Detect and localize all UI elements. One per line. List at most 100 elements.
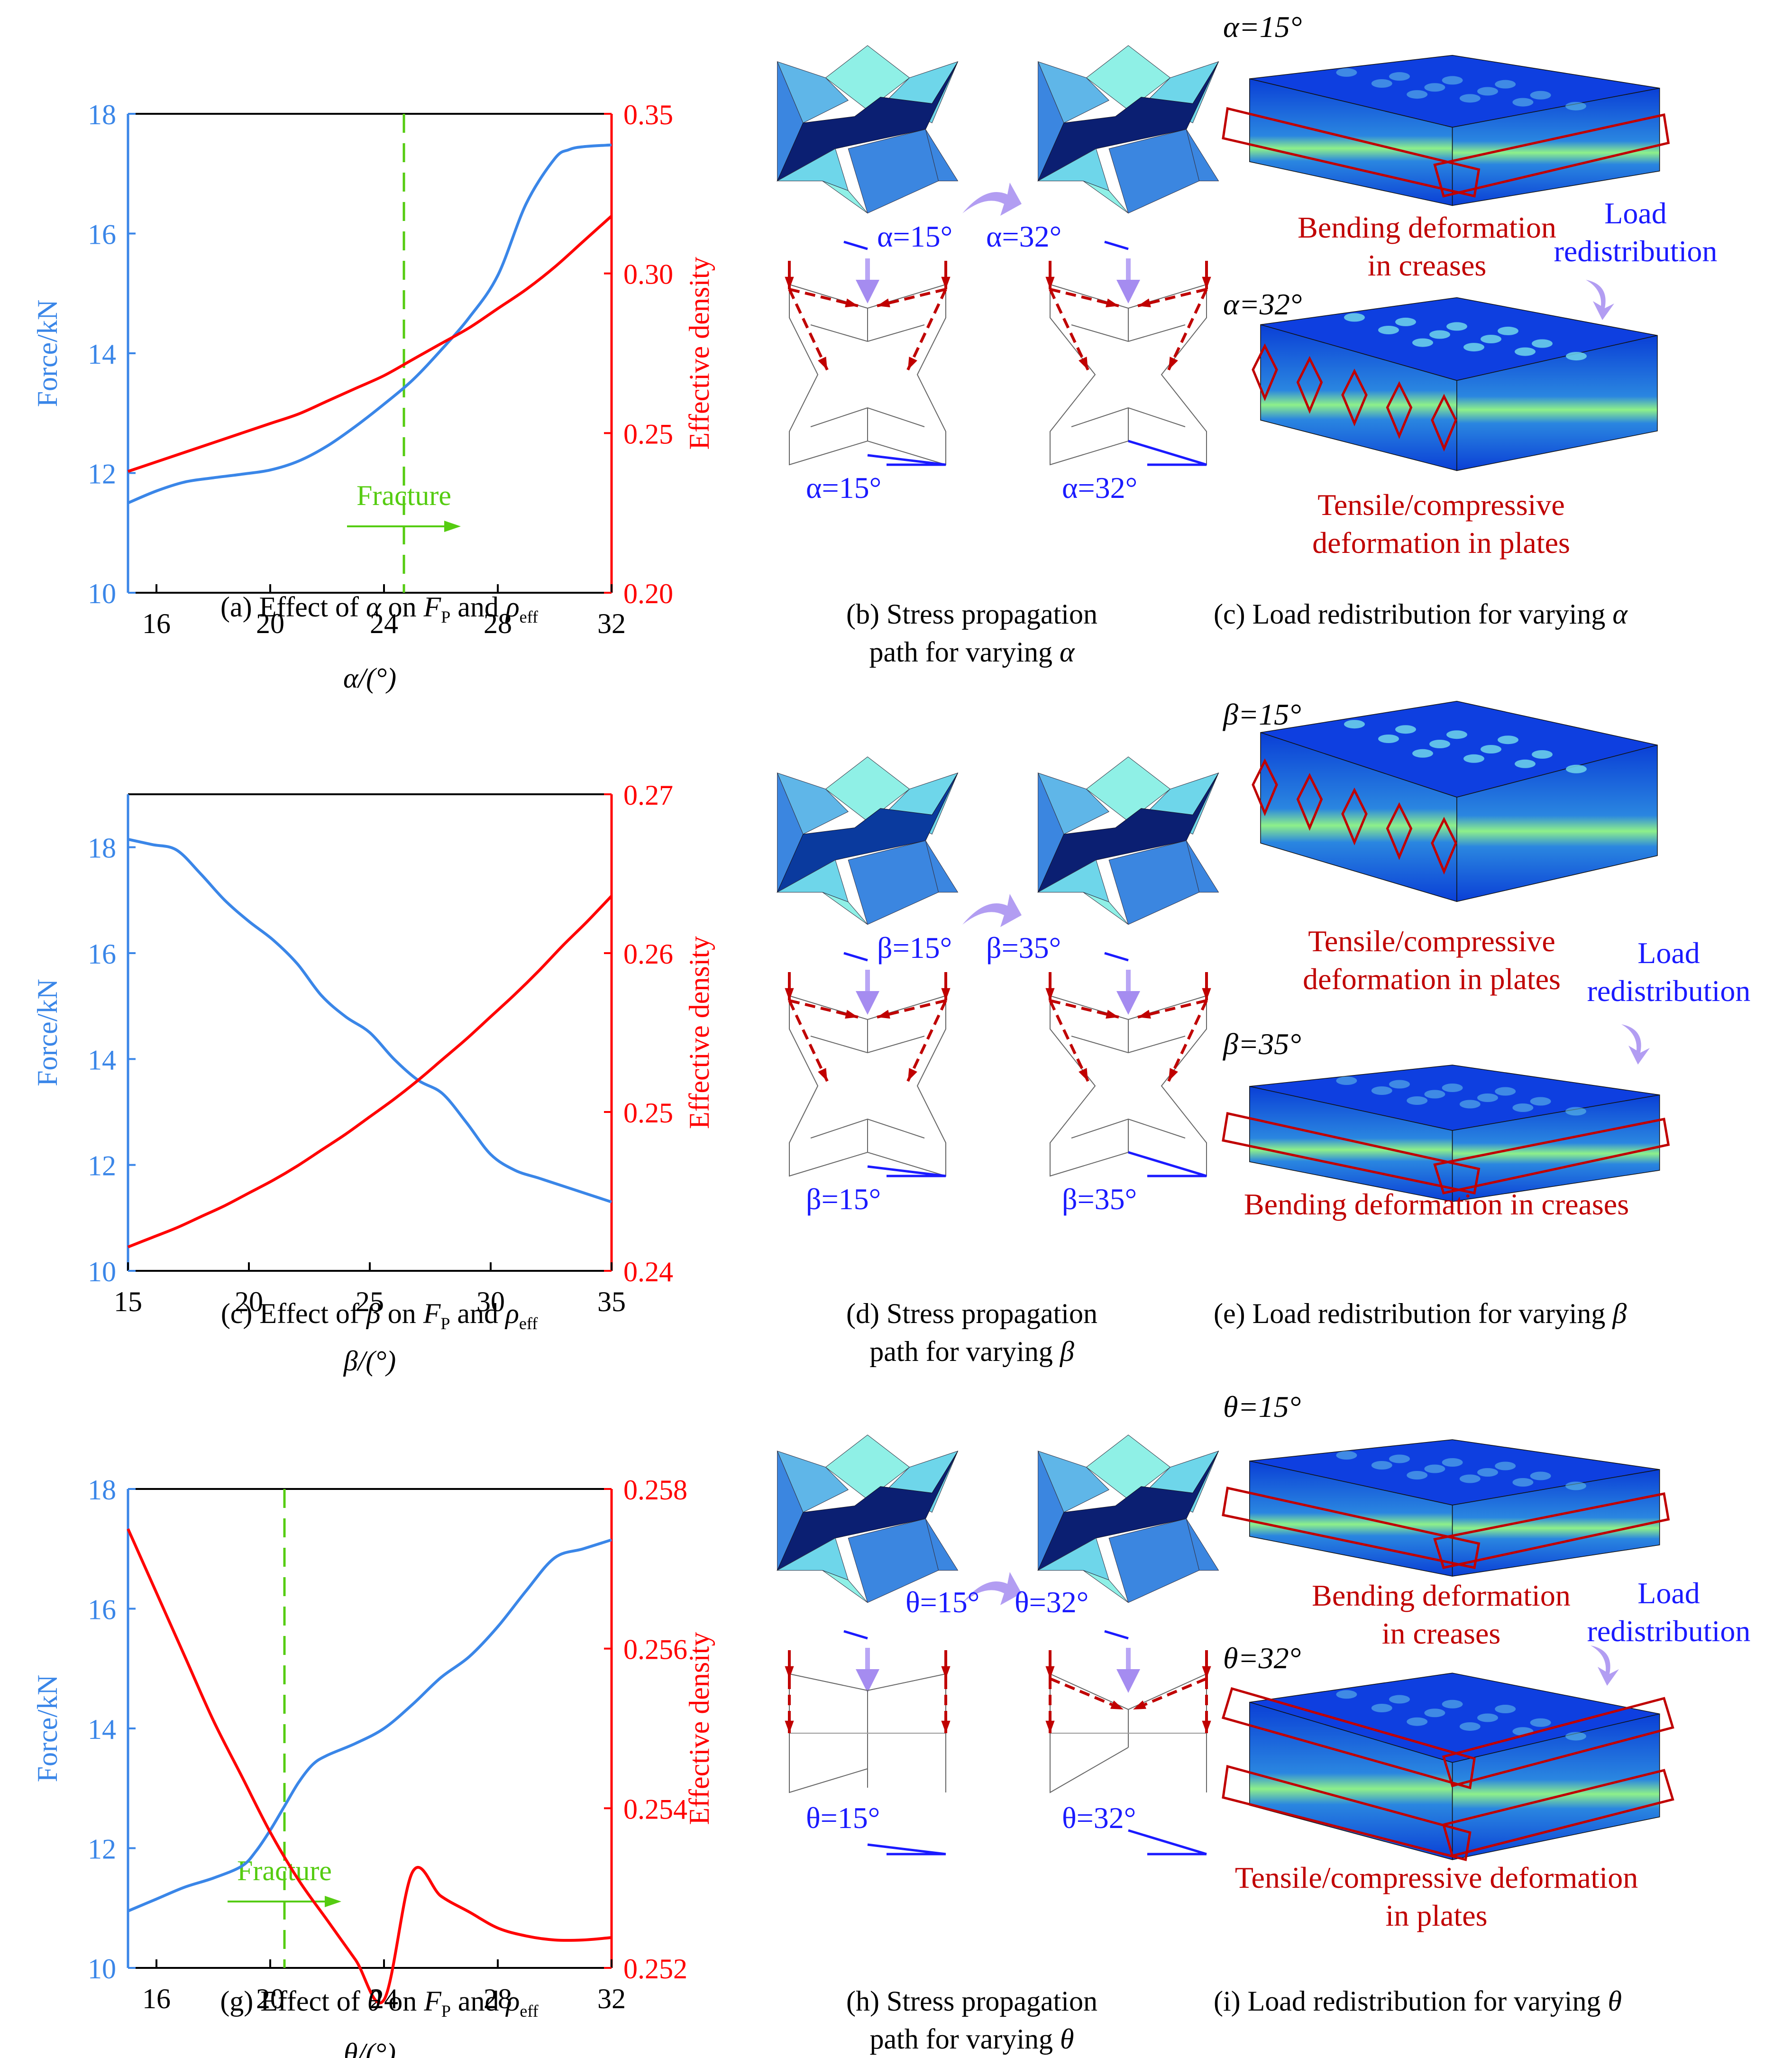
caption-c-F: F (423, 1298, 441, 1329)
y-right-tick-label: 0.254 (623, 1793, 687, 1825)
fe-stress-spot (1463, 343, 1484, 351)
y-left-tick-label: 12 (88, 1834, 116, 1865)
stress-path-arrow-head (877, 1010, 890, 1019)
y-right-tick-label: 0.256 (623, 1634, 687, 1665)
caption-e-var: β (1612, 1298, 1627, 1329)
fe-stress-spot (1498, 735, 1518, 744)
caption-c-and: and (450, 1298, 505, 1329)
series-force-line (128, 1540, 612, 1911)
stress-path-arrow-head (818, 1068, 827, 1081)
angle-label-right-bottom: α=32° (1062, 471, 1137, 505)
fe-stress-spot (1481, 335, 1501, 343)
caption-h: (h) Stress propagation path for varying … (782, 1982, 1161, 2058)
fe-stress-spot (1389, 1695, 1410, 1704)
stress-path-arrow-head (818, 357, 827, 370)
fe-panel-c: α=15° Bending deformation in creases Loa… (1209, 0, 1792, 593)
stress-path-arrow-head (1079, 1068, 1088, 1081)
angle-label-right-bottom: β=35° (1062, 1182, 1137, 1216)
caption-b-line2: path for varying α (782, 633, 1161, 671)
y-axis-right-label: Effective density (684, 257, 715, 450)
stress-path-arrow-head (908, 357, 917, 370)
fe-e-bottom-label: β=35° (1223, 1027, 1301, 1062)
fe-stress-spot (1371, 79, 1392, 88)
stress-path-arrow-head (1106, 1010, 1119, 1019)
caption-b: (b) Stress propagation path for varying … (782, 595, 1161, 671)
fe-stress-spot (1442, 76, 1463, 84)
fe-stress-spot (1407, 1718, 1427, 1726)
fe-stress-spot (1515, 760, 1536, 768)
fe-i-bottom-note-line1: Tensile/compressive deformation (1228, 1859, 1645, 1897)
fe-stress-spot (1532, 340, 1553, 348)
transition-arrow-icon (962, 183, 1022, 216)
caption-g-prefix: (g) Effect of (220, 1985, 367, 2017)
fe-stress-spot (1407, 1471, 1427, 1479)
fe-stress-spot (1412, 749, 1433, 758)
caption-g-F: F (424, 1985, 441, 2017)
fe-c-top-note: Bending deformation in creases (1280, 209, 1574, 285)
stress-path-arrow-head (1169, 357, 1178, 370)
x-axis-label: α/(°) (343, 662, 396, 694)
load-arrow-head (1045, 988, 1054, 1001)
fe-i-top-label: θ=15° (1223, 1389, 1301, 1424)
stress-path-arrow-head (1138, 1010, 1151, 1019)
angle-mark-line (1128, 1152, 1207, 1176)
angle-mark-line (1105, 953, 1128, 960)
diagram-group: θ=15°θ=32°θ=15°θ=32° (777, 1435, 1219, 1854)
fe-stress-spot (1424, 1465, 1445, 1473)
fe-stress-spot (1407, 1096, 1427, 1105)
fe-stress-spot (1460, 94, 1481, 102)
fe-stress-spot (1512, 1103, 1533, 1112)
caption-a-mid: on (381, 591, 424, 623)
fe-stress-spot (1532, 750, 1553, 759)
fe-stress-spot (1446, 322, 1467, 331)
caption-c: (c) Effect of β on FP and ρeff (119, 1295, 640, 1342)
fe-i-top-label-text: θ=15° (1223, 1390, 1301, 1424)
fe-stress-spot (1515, 348, 1536, 356)
caption-c-var: β (366, 1298, 381, 1329)
fe-stress-spot (1565, 1732, 1586, 1740)
fe-e-redistribution-line1: Load (1569, 934, 1768, 972)
stress-path-arrow-head (785, 1721, 794, 1733)
redistribution-arrow-icon (1617, 1020, 1655, 1067)
fe-stress-spot (1344, 313, 1365, 322)
angle-mark-line (844, 242, 868, 249)
fe-c-top-note-line1: Bending deformation (1280, 209, 1574, 247)
fe-stress-spot (1530, 1472, 1551, 1480)
fe-stress-spot (1512, 98, 1533, 107)
stress-path-arrow-head (1169, 1068, 1178, 1081)
caption-c-right-var: α (1612, 598, 1627, 630)
down-arrow-icon (856, 991, 879, 1015)
y-left-tick-label: 16 (88, 1594, 116, 1626)
fe-e-redistribution-note: Load redistribution (1569, 934, 1768, 1010)
fe-stress-spot (1389, 1455, 1410, 1463)
x-axis-label: β/(°) (343, 1345, 396, 1377)
fe-i-top-note-line1: Bending deformation (1294, 1577, 1588, 1615)
y-right-tick-label: 0.252 (623, 1953, 687, 1984)
fe-stress-spot (1463, 754, 1484, 763)
caption-g-var: θ (367, 1985, 381, 2017)
fe-c-top-note-line2: in creases (1280, 247, 1574, 285)
caption-d-line2-prefix: path for varying (869, 1336, 1060, 1367)
caption-d-var: β (1060, 1336, 1074, 1367)
fe-stress-spot (1344, 720, 1365, 728)
y-left-tick-label: 16 (88, 938, 116, 970)
fe-stress-spot (1429, 740, 1450, 748)
fe-stress-spot (1460, 1722, 1481, 1731)
fe-stress-spot (1565, 1107, 1586, 1116)
fe-stress-spot (1371, 1461, 1392, 1470)
caption-a-var: α (366, 591, 381, 623)
fe-stress-spot (1412, 339, 1433, 347)
fe-panel-i: θ=15° Bending deformation in creases Loa… (1209, 1375, 1792, 1992)
caption-c-right: (c) Load redistribution for varying α (1204, 595, 1792, 633)
caption-a-and: and (450, 591, 506, 623)
y-left-tick-label: 18 (88, 833, 116, 864)
fe-c-bottom-note: Tensile/compressive deformation in plate… (1289, 486, 1593, 562)
stress-path-arrow-head (908, 1068, 917, 1081)
y-axis-right-label: Effective density (684, 936, 715, 1129)
fe-c-redistribution-line2: redistribution (1536, 232, 1735, 270)
diagram-b: α=15°α=32°α=15°α=32° (735, 47, 1209, 522)
caption-h-var: θ (1060, 2023, 1074, 2055)
fe-i-bottom-note-line2: in plates (1228, 1897, 1645, 1935)
y-left-tick-label: 10 (88, 578, 116, 609)
